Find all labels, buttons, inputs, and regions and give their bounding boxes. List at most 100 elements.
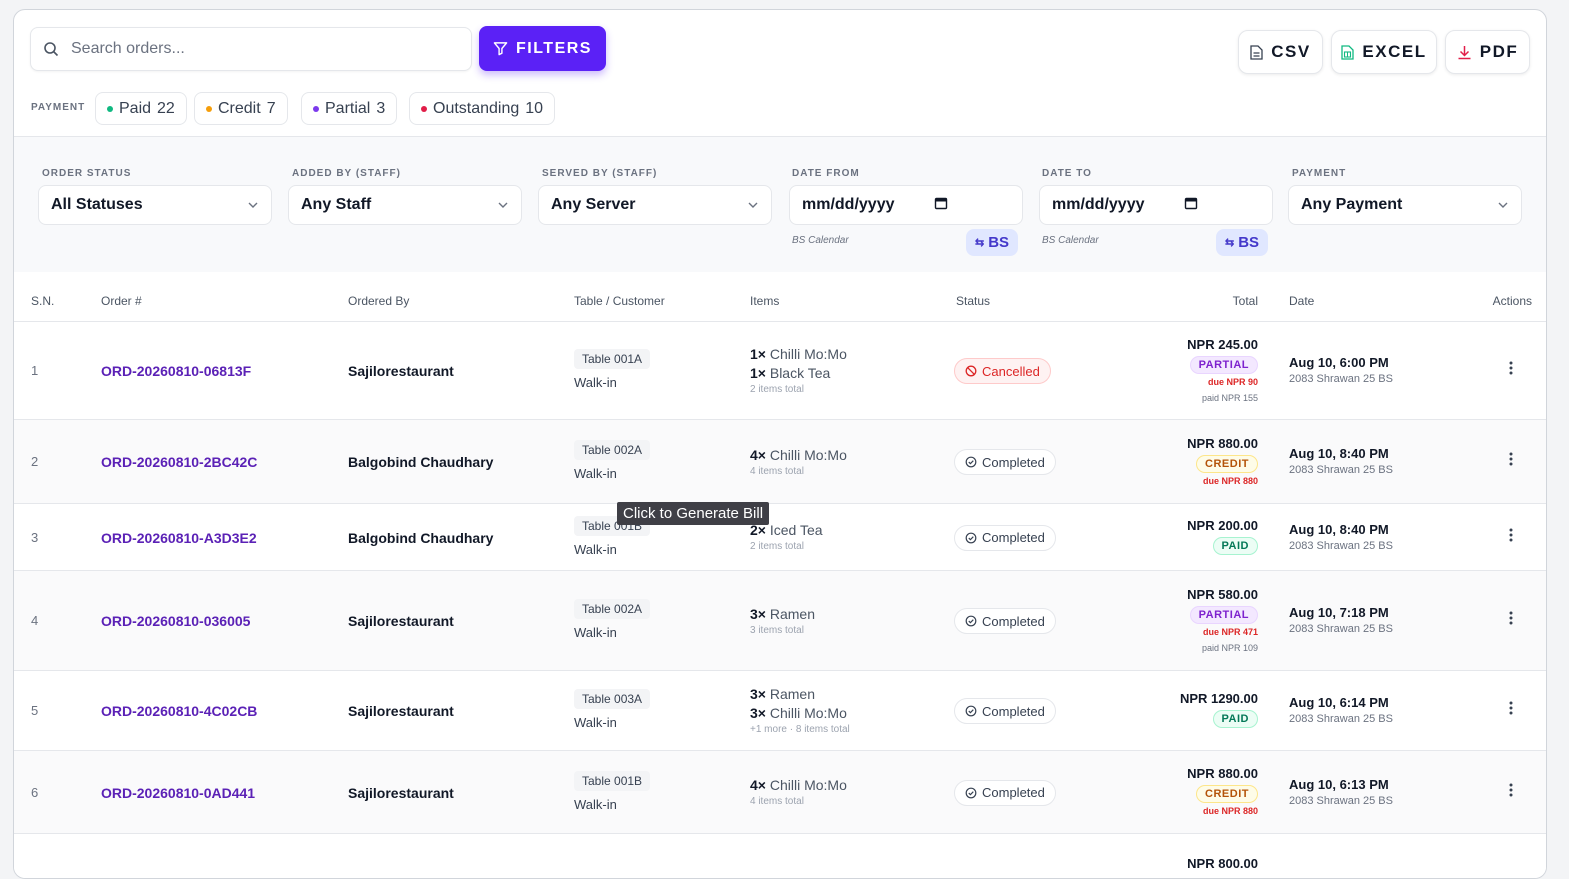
table-row[interactable]: 1 ORD-20260810-06813F Sajilorestaurant Tabl… (14, 322, 1546, 420)
chip-paid[interactable]: Paid 22 (95, 92, 187, 125)
bs-toggle-label: BS (988, 234, 1010, 251)
chip-credit[interactable]: Credit 7 (194, 92, 288, 125)
payment-badge: PAID (1212, 710, 1258, 728)
order-link[interactable]: ORD-20260810-06813F (101, 363, 252, 379)
chip-partial[interactable]: Partial 3 (301, 92, 398, 125)
item-line: 1× Chilli Mo:Mo (750, 345, 847, 364)
date-ad: Aug 10, 6:14 PM (1289, 695, 1389, 710)
table-row[interactable]: 3 ORD-20260810-A3D3E2 Balgobind Chaudhary T… (14, 504, 1546, 571)
table-row[interactable]: 5 ORD-20260810-4C02CB Sajilorestaurant Tabl… (14, 671, 1546, 751)
order-link[interactable]: ORD-20260810-036005 (101, 613, 251, 629)
status-badge: Cancelled (954, 358, 1051, 384)
download-icon (1458, 45, 1471, 59)
date-from-input[interactable]: mm/dd/yyyy (789, 185, 1023, 225)
table-customer-cell[interactable]: Table 003A Walk-in (574, 689, 651, 730)
order-link[interactable]: ORD-20260810-0AD441 (101, 784, 256, 801)
item-qty: 3× (750, 705, 766, 721)
toolbar: FILTERS CSV EXCEL PDF PAYMENT Paid 22 Cre… (14, 10, 1546, 137)
chip-outstanding[interactable]: Outstanding 10 (409, 92, 556, 125)
order-link[interactable]: ORD-20260810-4C02CB (101, 703, 258, 719)
filters-button[interactable]: FILTERS (479, 26, 606, 71)
export-pdf-button[interactable]: PDF (1445, 30, 1530, 74)
order-link[interactable]: ORD-20260810-A3D3E2 (101, 529, 257, 546)
export-csv-button[interactable]: CSV (1238, 30, 1323, 74)
row-sn: 1 (31, 363, 39, 378)
search-box[interactable] (30, 27, 472, 71)
ban-icon (965, 365, 977, 377)
added-by-value: Any Staff (301, 196, 372, 213)
table-header: S.N. Order # Ordered By Table / Customer… (14, 272, 1546, 322)
row-sn: 6 (31, 784, 39, 800)
status-text: Cancelled (982, 363, 1040, 379)
date-cell: Aug 10, 6:00 PM 2083 Shrawan 25 BS (1289, 355, 1393, 385)
served-by-select[interactable]: Any Server (538, 185, 772, 225)
status-text: Completed (982, 785, 1045, 800)
more-vertical-icon[interactable] (1509, 361, 1513, 380)
row-sn: 3 (31, 529, 39, 545)
item-qty: 3× (750, 686, 766, 702)
table-row[interactable]: 6 ORD-20260810-0AD441 Sajilorestaurant Tabl… (14, 751, 1546, 834)
more-vertical-icon[interactable] (1509, 611, 1513, 630)
table-badge: Table 002A (574, 440, 651, 460)
csv-label: CSV (1271, 42, 1311, 61)
order-link[interactable]: ORD-20260810-2BC42C (101, 454, 258, 470)
due-amount: due NPR 471 (1202, 627, 1258, 637)
date-to-input[interactable]: mm/dd/yyyy (1039, 185, 1273, 225)
col-actions: Actions (1492, 294, 1532, 308)
status-dot (313, 105, 319, 112)
ordered-by: Sajilorestaurant (348, 363, 454, 379)
chip-count: 10 (525, 99, 544, 117)
search-input[interactable] (71, 40, 451, 58)
table-customer-cell[interactable]: Table 002A Walk-in (574, 599, 651, 640)
table-customer-cell[interactable]: Table 001B Walk-in (574, 770, 651, 812)
bs-toggle-button[interactable]: ⇆ BS (1216, 229, 1268, 256)
payment-badge: CREDIT (1196, 785, 1258, 803)
table-badge: Table 002A (574, 599, 651, 619)
status-badge: Completed (954, 779, 1056, 806)
more-vertical-icon[interactable] (1509, 452, 1513, 471)
export-excel-button[interactable]: EXCEL (1331, 30, 1437, 74)
table-customer-cell[interactable]: Table 001A Walk-in (574, 349, 651, 390)
chip-count: 7 (266, 99, 276, 117)
more-vertical-icon[interactable] (1509, 528, 1513, 547)
table-badge: Table 003A (574, 689, 651, 709)
date-bs: 2083 Shrawan 25 BS (1289, 464, 1393, 476)
bs-toggle-button[interactable]: ⇆ BS (966, 229, 1018, 256)
more-vertical-icon[interactable] (1509, 701, 1513, 720)
bs-calendar-note: BS Calendar (792, 235, 849, 246)
items-total: 2 items total (750, 384, 804, 395)
item-name: Iced Tea (769, 522, 823, 538)
customer-name: Walk-in (574, 625, 617, 640)
table-customer-cell[interactable]: Table 002A Walk-in (574, 440, 651, 481)
calendar-icon[interactable] (934, 196, 948, 215)
added-by-select[interactable]: Any Staff (288, 185, 522, 225)
order-status-select[interactable]: All Statuses (38, 185, 272, 225)
items-cell: 4× Chilli Mo:Mo 4 items total (750, 446, 847, 479)
table-row[interactable]: 4 ORD-20260810-036005 Sajilorestaurant Tabl… (14, 571, 1546, 671)
status-badge: Completed (954, 524, 1056, 551)
payment-select[interactable]: Any Payment (1288, 185, 1522, 225)
items-total: 2 items total (750, 541, 804, 552)
table-badge: Table 001B (574, 770, 651, 791)
status-dot (107, 105, 113, 112)
chevron-down-icon (747, 196, 759, 214)
filter-panel: ORDER STATUS All Statuses ADDED BY (STAF… (14, 137, 1546, 272)
table-row[interactable]: 2 ORD-20260810-2BC42C Balgobind Chaudhary T… (14, 420, 1546, 504)
customer-name: Walk-in (574, 541, 617, 557)
col-status: Status (956, 294, 991, 308)
check-circle-icon (965, 456, 977, 468)
filter-icon (493, 42, 508, 56)
table-customer-cell[interactable]: Table 001B Walk-in (574, 515, 651, 557)
chevron-down-icon (497, 196, 509, 214)
ordered-by: Sajilorestaurant (348, 613, 454, 629)
items-cell: 1× Chilli Mo:Mo 1× Black Tea 2 items total (750, 345, 847, 397)
check-circle-icon (965, 705, 977, 717)
more-vertical-icon[interactable] (1509, 783, 1513, 802)
col-total: Total (1232, 294, 1258, 308)
due-amount: due NPR 90 (1207, 377, 1258, 387)
table-row[interactable]: NPR 800.00 (14, 834, 1546, 878)
col-sn: S.N. (31, 294, 55, 308)
date-bs: 2083 Shrawan 25 BS (1289, 794, 1393, 807)
date-bs: 2083 Shrawan 25 BS (1289, 539, 1393, 552)
calendar-icon[interactable] (1184, 196, 1198, 215)
